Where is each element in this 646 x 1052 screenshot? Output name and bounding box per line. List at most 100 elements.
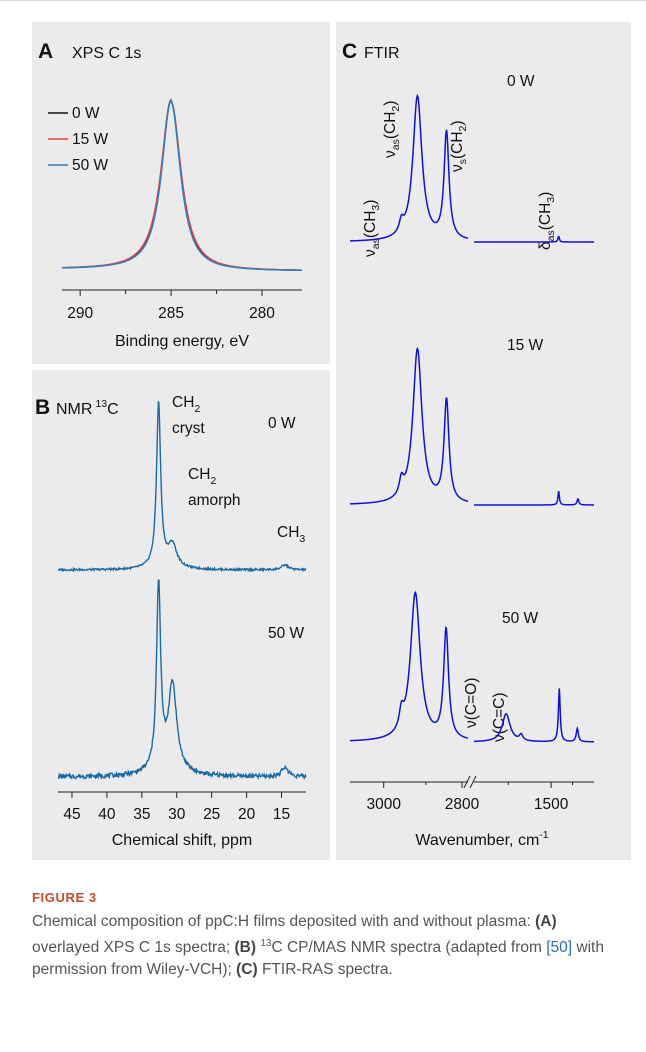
panel-c-title: FTIR [364,45,400,62]
ftir-annot-vas-ch3-base: ν [362,249,379,257]
nmr-annot-ch2-amorph-main: CH [188,466,210,483]
ftir-annot-vas-ch3-end: ) [362,200,379,205]
nmr-tick-30-label: 30 [168,806,186,823]
ftir-annot-vas-ch3-rest: (CH [362,211,379,239]
ftir-tick-3000-label: 3000 [366,796,401,813]
axis-break-mark-1 [463,775,471,789]
panel-a-background [32,22,330,364]
xps-tick-285-label: 285 [158,305,184,322]
caption-c-tag: (C) [236,961,258,979]
ftir-annot-vs-ch2-base: ν [449,164,466,172]
nmr-annot-ch3-main: CH [277,524,299,541]
caption-a-text: overlayed XPS C 1s spectra; [32,939,235,957]
ftir-annot-vas-ch2-end: ) [382,101,399,106]
axis-break-mark-2 [469,775,477,789]
ftir-series-0w [349,93,594,243]
ftir-label-50w: 50 W [502,610,539,627]
panel-a-ticks: 290 285 280 [67,290,275,322]
ftir-annot-vs-ch2: νs(CH2) [449,120,469,172]
nmr-annot-cryst-label: cryst [172,420,205,437]
ftir-tick-1500-label: 1500 [534,796,569,813]
xps-tick-290-label: 290 [67,305,93,322]
ftir-annot-das-ch3-end: ) [537,192,554,197]
caption-c-text: FTIR-RAS spectra. [257,961,393,979]
caption-b-text2: with permission from Wiley-VCH); [32,939,604,979]
nmr-annot-ch2-cryst: CH2 [172,394,200,415]
nmr-series-0w [57,401,307,573]
ftir-annot-vcc: ν(C=C) [491,692,508,742]
nmr-series-50w [57,579,307,781]
panel-c-axis-break [463,775,477,789]
ftir-annot-vs-ch2-sub2: 2 [457,125,469,131]
xps-series-50w [61,98,303,272]
panel-b-title-sup: 13 [95,398,107,410]
nmr-annot-ch2-amorph-sub: 2 [210,475,216,487]
ftir-annot-vas-ch2-sub2: 2 [390,106,402,112]
panel-c-x-title-sup: -1 [539,829,548,841]
nmr-annot-ch3: CH3 [277,524,305,545]
figure: A XPS C 1s 0 W 15 W 50 W 290 285 280 Bindi… [32,22,631,860]
caption-reference-link[interactable]: [50] [546,939,573,957]
ftir-annot-vs-ch2-end: ) [449,120,466,125]
ftir-annot-vas-ch2: νas(CH2) [382,101,402,158]
legend-label-50w: 50 W [72,157,109,174]
panel-b-title-suffix: C [107,401,119,418]
ftir-label-0w: 0 W [507,73,535,90]
nmr-annot-ch2-cryst-sub: 2 [194,403,200,415]
panel-c-background [336,22,631,860]
panel-b-x-title: Chemical shift, ppm [112,832,253,849]
ftir-annot-das-ch3-sub: as [545,230,557,241]
panel-a: A XPS C 1s 0 W 15 W 50 W 290 285 280 Bindi… [38,40,303,350]
panel-c-letter: C [342,40,357,63]
caption-b-text: C CP/MAS NMR spectra (adapted from [271,939,547,957]
panel-b-background [32,370,330,860]
ftir-annot-vco: ν(C=O) [463,678,480,728]
ftir-annot-das-ch3-sub2: 3 [545,197,557,203]
panel-a-legend: 0 W 15 W 50 W [48,105,109,174]
panel-b-title-main: NMR [56,401,92,418]
nmr-annot-amorph-label: amorph [188,492,241,509]
nmr-tick-15-label: 15 [273,806,290,823]
panel-b-title: NMR 13C [56,398,119,418]
nmr-annot-ch2-cryst-main: CH [172,394,194,411]
legend-label-0w: 0 W [72,105,100,122]
ftir-tick-2800-label: 2800 [445,796,480,813]
panel-a-title: XPS C 1s [72,45,141,62]
nmr-annot-ch3-sub: 3 [299,533,305,545]
caption-intro: Chemical composition of ppC:H films depo… [32,913,536,930]
ftir-annot-vs-ch2-sub: s [457,159,469,164]
ftir-annot-das-ch3: δas(CH3) [537,192,557,250]
top-rule [0,0,646,1]
caption-b-tag: (B) [234,939,256,957]
caption-b-sup: 13 [260,938,272,949]
panel-c-x-title-main: Wavenumber, cm [415,832,539,849]
ftir-annot-das-ch3-rest: (CH [537,203,554,231]
caption-a-tag: (A) [535,913,557,930]
ftir-label-15w: 15 W [507,337,544,354]
nmr-tick-45-label: 45 [63,806,80,823]
panel-c: C FTIR 0 W 15 W 50 W νas(CH3) νas(CH2) ν… [342,40,594,849]
ftir-annot-vas-ch3-sub2: 3 [370,205,382,211]
panel-c-x-title: Wavenumber, cm-1 [415,829,548,849]
panel-b-letter: B [35,396,50,419]
ftir-annot-das-ch3-base: δ [537,241,554,250]
panel-b: B NMR 13C CH2 cryst CH2 amorph CH3 0 W 50… [35,394,307,849]
panel-b-ticks: 45 40 35 30 25 20 15 [63,792,290,823]
legend-label-15w: 15 W [72,131,109,148]
caption-label: FIGURE 3 [32,890,97,905]
xps-tick-280-label: 280 [249,305,275,322]
ftir-annot-vas-ch3: νas(CH3) [362,200,382,257]
nmr-tick-35-label: 35 [133,806,150,823]
ftir-annot-vas-ch3-sub: as [370,238,382,249]
panel-a-x-title: Binding energy, eV [115,333,249,350]
nmr-label-50w: 50 W [268,625,305,642]
panel-c-ticks: 3000 2800 1500 [366,782,574,813]
ftir-annot-vas-ch2-sub: as [390,139,402,150]
figure-caption: FIGURE 3 Chemical composition of ppC:H f… [32,890,622,981]
nmr-tick-25-label: 25 [203,806,220,823]
ftir-annot-vs-ch2-rest: (CH [449,131,466,159]
nmr-annot-ch2-amorph: CH2 [188,466,216,487]
nmr-tick-40-label: 40 [98,806,116,823]
nmr-label-0w: 0 W [268,415,296,432]
caption-text: Chemical composition of ppC:H films depo… [32,911,622,981]
